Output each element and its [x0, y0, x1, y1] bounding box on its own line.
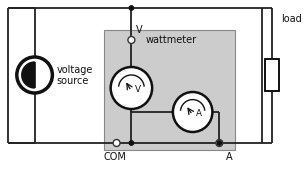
Circle shape: [129, 6, 134, 10]
Text: A: A: [196, 109, 202, 117]
Polygon shape: [22, 62, 35, 88]
Bar: [104, 30, 235, 150]
Text: A: A: [226, 152, 233, 162]
Text: V: V: [135, 84, 141, 94]
Circle shape: [216, 140, 223, 147]
Text: V: V: [136, 25, 143, 35]
Bar: [265, 59, 278, 91]
Circle shape: [217, 141, 221, 145]
Text: COM: COM: [103, 152, 126, 162]
Circle shape: [129, 141, 134, 145]
Circle shape: [111, 67, 152, 109]
Text: wattmeter: wattmeter: [145, 35, 196, 45]
Text: voltage: voltage: [56, 65, 93, 75]
Circle shape: [173, 92, 212, 132]
Circle shape: [128, 36, 135, 43]
Circle shape: [17, 57, 52, 93]
Text: source: source: [56, 76, 89, 86]
Circle shape: [113, 140, 120, 147]
Text: load: load: [282, 14, 302, 24]
